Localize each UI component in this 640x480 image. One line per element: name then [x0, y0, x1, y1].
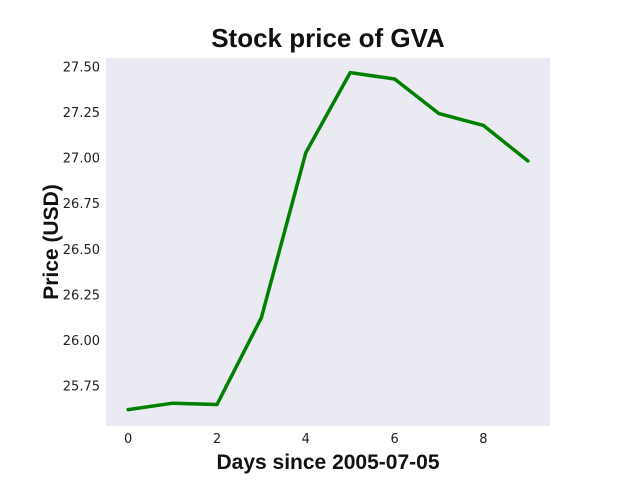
x-tick-label: 8: [479, 432, 487, 447]
y-axis-ticks: 25.75 26.00 26.25 26.50 26.75 27.00 27.25 27.50: [63, 61, 100, 395]
x-tick-label: 6: [390, 432, 398, 447]
data-point: [526, 159, 530, 163]
data-point: [215, 403, 219, 406]
plot-area: [106, 58, 550, 426]
x-tick-label: 4: [302, 432, 310, 447]
data-point: [348, 71, 352, 75]
data-point: [437, 112, 441, 116]
chart-title: Stock price of GVA: [211, 23, 445, 53]
data-point: [171, 401, 175, 405]
y-axis-label: Price (USD): [40, 184, 63, 300]
y-tick-label: 25.75: [63, 379, 100, 394]
data-point: [259, 316, 263, 320]
y-tick-label: 26.00: [63, 334, 100, 349]
data-point: [393, 77, 397, 81]
y-tick-label: 26.75: [63, 197, 100, 212]
x-tick-label: 0: [124, 432, 132, 447]
y-tick-label: 27.00: [63, 152, 100, 167]
chart-marks: [126, 70, 530, 412]
x-axis-ticks: 0 2 4 6 8: [124, 432, 487, 447]
series-line-0: [126, 70, 530, 412]
x-axis-label: Days since 2005-07-05: [217, 451, 440, 474]
y-tick-label: 27.50: [63, 61, 100, 76]
data-point: [481, 123, 485, 127]
data-point: [126, 408, 130, 412]
y-tick-label: 26.50: [63, 243, 100, 258]
y-tick-label: 26.25: [63, 288, 100, 303]
y-tick-label: 27.25: [63, 106, 100, 121]
x-tick-label: 2: [213, 432, 221, 447]
data-point: [304, 151, 308, 155]
